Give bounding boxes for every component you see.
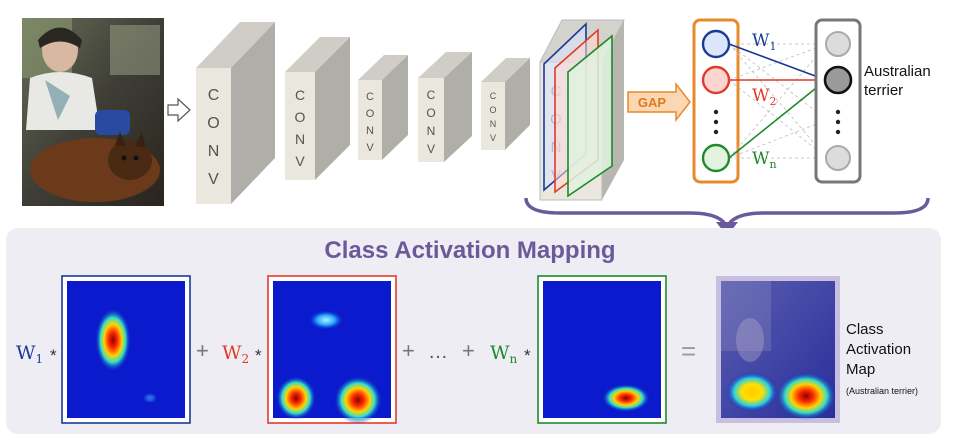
activation-map-2 xyxy=(267,275,397,424)
gap-arrow: GAP xyxy=(627,81,691,123)
plus-sign: + xyxy=(402,338,415,363)
output-node-column xyxy=(814,18,862,184)
conv-label-char: V xyxy=(366,142,374,154)
cam-panel-title: Class Activation Mapping xyxy=(324,237,615,264)
conv-label-char: V xyxy=(208,171,219,188)
cam-panel: Class Activation Mapping W1 * + W2 * + …… xyxy=(6,228,941,434)
gap-label: GAP xyxy=(638,95,667,110)
conv-label-char: N xyxy=(490,119,497,129)
arrow-right-icon xyxy=(167,97,191,123)
conv-label-char: C xyxy=(490,91,497,101)
equals-sign: = xyxy=(681,336,696,366)
times-sign: * xyxy=(50,346,57,365)
conv-label-char: O xyxy=(295,109,306,125)
conv-label-char: O xyxy=(207,115,219,132)
output-node xyxy=(825,31,851,57)
cam-weight-1: W1 xyxy=(16,342,43,366)
gap-node-1 xyxy=(701,29,731,59)
ellipsis: … xyxy=(428,341,448,363)
cam-weight-n: Wn xyxy=(490,342,518,366)
weight-labels-top: W1 W2 Wn xyxy=(752,31,777,171)
conv-label-char: O xyxy=(489,105,496,115)
output-node-selected xyxy=(823,65,853,95)
conv-layer-4: C O N V xyxy=(418,52,472,162)
result-label-line-2: Activation xyxy=(846,341,911,358)
conv-label-char: N xyxy=(366,125,374,137)
activation-map-n xyxy=(537,275,667,424)
input-photo-icon xyxy=(22,18,164,206)
output-class-label-line-1: Australian xyxy=(864,63,931,80)
conv-layer-1: C O N V xyxy=(196,22,275,204)
output-class-label-line-2: terrier xyxy=(864,82,903,99)
conv-label-char: V xyxy=(295,153,305,169)
cam-weight-2: W2 xyxy=(222,342,249,366)
conv-layer-5: C O N V xyxy=(481,58,530,150)
conv-layer-2: C O N V xyxy=(285,37,350,180)
times-sign: * xyxy=(255,346,262,365)
conv-label-char: O xyxy=(366,108,375,120)
weight-label-1: W1 xyxy=(752,31,776,53)
class-activation-map-image xyxy=(716,276,840,423)
conv-label-char: C xyxy=(366,91,374,103)
weight-line-n xyxy=(728,79,827,159)
weight-label-n: Wn xyxy=(752,149,777,171)
conv-label-char: V xyxy=(427,142,435,156)
conv-label-char: N xyxy=(208,143,220,160)
times-sign: * xyxy=(524,346,531,365)
conv-label-char: N xyxy=(427,124,436,138)
feature-map-n xyxy=(567,34,613,198)
fc-connections xyxy=(728,43,828,159)
plus-sign: + xyxy=(196,338,209,363)
result-label-line-1: Class xyxy=(846,321,884,338)
result-label-line-3: Map xyxy=(846,361,875,378)
conv-label-char: V xyxy=(490,133,496,143)
conv-label-char: C xyxy=(427,88,436,102)
gap-node-2 xyxy=(701,65,731,95)
weight-label-2: W2 xyxy=(752,86,776,108)
gap-node-column xyxy=(692,18,740,184)
conv-label-char: C xyxy=(208,87,220,104)
activation-map-1 xyxy=(61,275,191,424)
output-node xyxy=(825,145,851,171)
conv-label-char: N xyxy=(295,131,305,147)
result-label-note: (Australian terrier) xyxy=(846,386,918,396)
weight-line-1 xyxy=(728,43,827,81)
conv-label-char: C xyxy=(295,87,305,103)
final-conv-feature-maps: C O N V xyxy=(539,19,625,201)
gap-node-n xyxy=(701,143,731,173)
conv-label-char: O xyxy=(426,106,435,120)
conv-layer-3: C O N V xyxy=(358,55,408,160)
plus-sign: + xyxy=(462,338,475,363)
